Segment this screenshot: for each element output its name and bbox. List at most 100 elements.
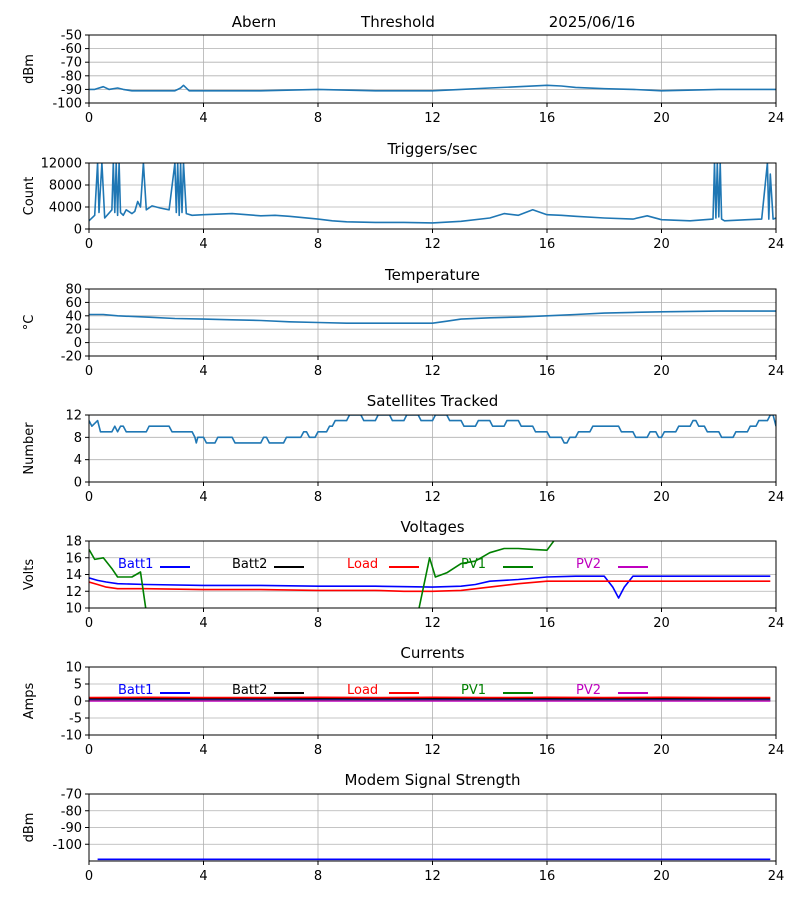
chart-panel-6: Batt1 Batt2 Load PV1 PV2 0 4 8 12 16 20 24 -10 -5 0 5 10… bbox=[22, 644, 784, 758]
x-tick-label: 24 bbox=[768, 743, 785, 758]
y-tick-label: -70 bbox=[61, 788, 82, 803]
y-tick-label: 8 bbox=[74, 431, 82, 446]
y-tick-label: 18 bbox=[65, 535, 82, 550]
station-name: Abern bbox=[232, 13, 276, 31]
x-tick-label: 8 bbox=[314, 869, 322, 884]
x-tick-label: 0 bbox=[85, 743, 93, 758]
x-tick-label: 4 bbox=[199, 364, 207, 379]
legend-label: Load bbox=[347, 683, 378, 698]
y-tick-label: -80 bbox=[61, 804, 82, 819]
legend-label: Load bbox=[347, 557, 378, 572]
y-tick-label: -20 bbox=[61, 350, 82, 365]
series-line-pv1 bbox=[89, 541, 555, 608]
x-tick-label: 24 bbox=[768, 237, 785, 252]
chart-title: Triggers/sec bbox=[387, 140, 478, 158]
x-tick-label: 20 bbox=[653, 490, 670, 505]
chart-title: Temperature bbox=[384, 266, 480, 284]
x-tick-label: 16 bbox=[539, 869, 556, 884]
x-tick-label: 16 bbox=[539, 743, 556, 758]
y-axis-label: Amps bbox=[22, 682, 37, 719]
x-tick-label: 0 bbox=[85, 237, 93, 252]
x-tick-label: 16 bbox=[539, 237, 556, 252]
x-tick-label: 12 bbox=[424, 237, 441, 252]
x-tick-label: 16 bbox=[539, 490, 556, 505]
y-axis-label: °C bbox=[22, 315, 37, 331]
y-axis-label: dBm bbox=[22, 813, 37, 843]
x-tick-label: 8 bbox=[314, 364, 322, 379]
y-tick-label: 14 bbox=[65, 568, 82, 583]
y-tick-label: -100 bbox=[52, 97, 82, 112]
y-axis-label: Volts bbox=[22, 559, 37, 591]
y-tick-label: 12000 bbox=[41, 157, 82, 172]
x-tick-label: 4 bbox=[199, 743, 207, 758]
y-tick-label: 4 bbox=[74, 453, 82, 468]
legend-label: Batt1 bbox=[118, 683, 153, 698]
x-tick-label: 4 bbox=[199, 490, 207, 505]
series-line-load bbox=[89, 580, 771, 593]
x-tick-label: 12 bbox=[424, 111, 441, 126]
date-label: 2025/06/16 bbox=[549, 13, 635, 31]
legend-label: PV1 bbox=[461, 683, 486, 698]
y-tick-label: 0 bbox=[74, 695, 82, 710]
x-tick-label: 8 bbox=[314, 616, 322, 631]
x-tick-label: 20 bbox=[653, 869, 670, 884]
y-tick-label: -90 bbox=[61, 821, 82, 836]
chart-title: Satellites Tracked bbox=[367, 392, 498, 410]
x-tick-label: 4 bbox=[199, 616, 207, 631]
x-tick-label: 12 bbox=[424, 869, 441, 884]
x-tick-label: 24 bbox=[768, 616, 785, 631]
y-tick-label: 20 bbox=[65, 323, 82, 338]
x-tick-label: 12 bbox=[424, 490, 441, 505]
legend-label: Batt1 bbox=[118, 557, 153, 572]
y-tick-label: 8000 bbox=[49, 179, 82, 194]
y-axis-label: Count bbox=[22, 177, 37, 216]
y-tick-label: 10 bbox=[65, 602, 82, 617]
x-tick-label: 16 bbox=[539, 111, 556, 126]
y-tick-label: 0 bbox=[74, 476, 82, 491]
legend-label: PV2 bbox=[576, 557, 601, 572]
y-axis-label: Number bbox=[22, 422, 37, 475]
x-tick-label: 20 bbox=[653, 364, 670, 379]
legend-label: PV2 bbox=[576, 683, 601, 698]
y-tick-label: 12 bbox=[65, 585, 82, 600]
x-tick-label: 0 bbox=[85, 364, 93, 379]
x-tick-label: 20 bbox=[653, 111, 670, 126]
x-tick-label: 4 bbox=[199, 869, 207, 884]
y-tick-label: -10 bbox=[61, 729, 82, 744]
x-tick-label: 12 bbox=[424, 616, 441, 631]
y-tick-label: 12 bbox=[65, 409, 82, 424]
chart-panel-1: 0 4 8 12 16 20 24 -100-90-80-70-60-50 dBm bbox=[22, 29, 784, 127]
series-line bbox=[89, 163, 776, 224]
y-tick-label: 60 bbox=[65, 296, 82, 311]
y-tick-label: 0 bbox=[74, 336, 82, 351]
chart-title: Modem Signal Strength bbox=[345, 771, 521, 789]
legend-label: Batt2 bbox=[232, 557, 267, 572]
y-tick-label: -90 bbox=[61, 83, 82, 98]
y-tick-label: -5 bbox=[69, 712, 82, 727]
x-tick-label: 8 bbox=[314, 111, 322, 126]
y-tick-label: 10 bbox=[65, 661, 82, 676]
chart-panel-7: 0 4 8 12 16 20 24 -100 -90 -80-70 Modem Signal Str… bbox=[22, 771, 784, 884]
x-tick-label: 8 bbox=[314, 743, 322, 758]
y-tick-label: 40 bbox=[65, 309, 82, 324]
x-tick-label: 0 bbox=[85, 490, 93, 505]
y-tick-label: 0 bbox=[74, 223, 82, 238]
y-tick-label: -70 bbox=[61, 56, 82, 71]
x-tick-label: 12 bbox=[424, 743, 441, 758]
x-tick-label: 24 bbox=[768, 869, 785, 884]
series-line bbox=[89, 310, 776, 325]
x-tick-label: 16 bbox=[539, 616, 556, 631]
y-tick-label: -80 bbox=[61, 69, 82, 84]
x-tick-label: 24 bbox=[768, 364, 785, 379]
x-tick-label: 24 bbox=[768, 490, 785, 505]
x-tick-label: 0 bbox=[85, 616, 93, 631]
series-line bbox=[89, 415, 776, 444]
x-tick-label: 20 bbox=[653, 743, 670, 758]
chart-title: Currents bbox=[400, 644, 464, 662]
legend-label: PV1 bbox=[461, 557, 486, 572]
x-tick-label: 20 bbox=[653, 616, 670, 631]
x-tick-label: 8 bbox=[314, 490, 322, 505]
